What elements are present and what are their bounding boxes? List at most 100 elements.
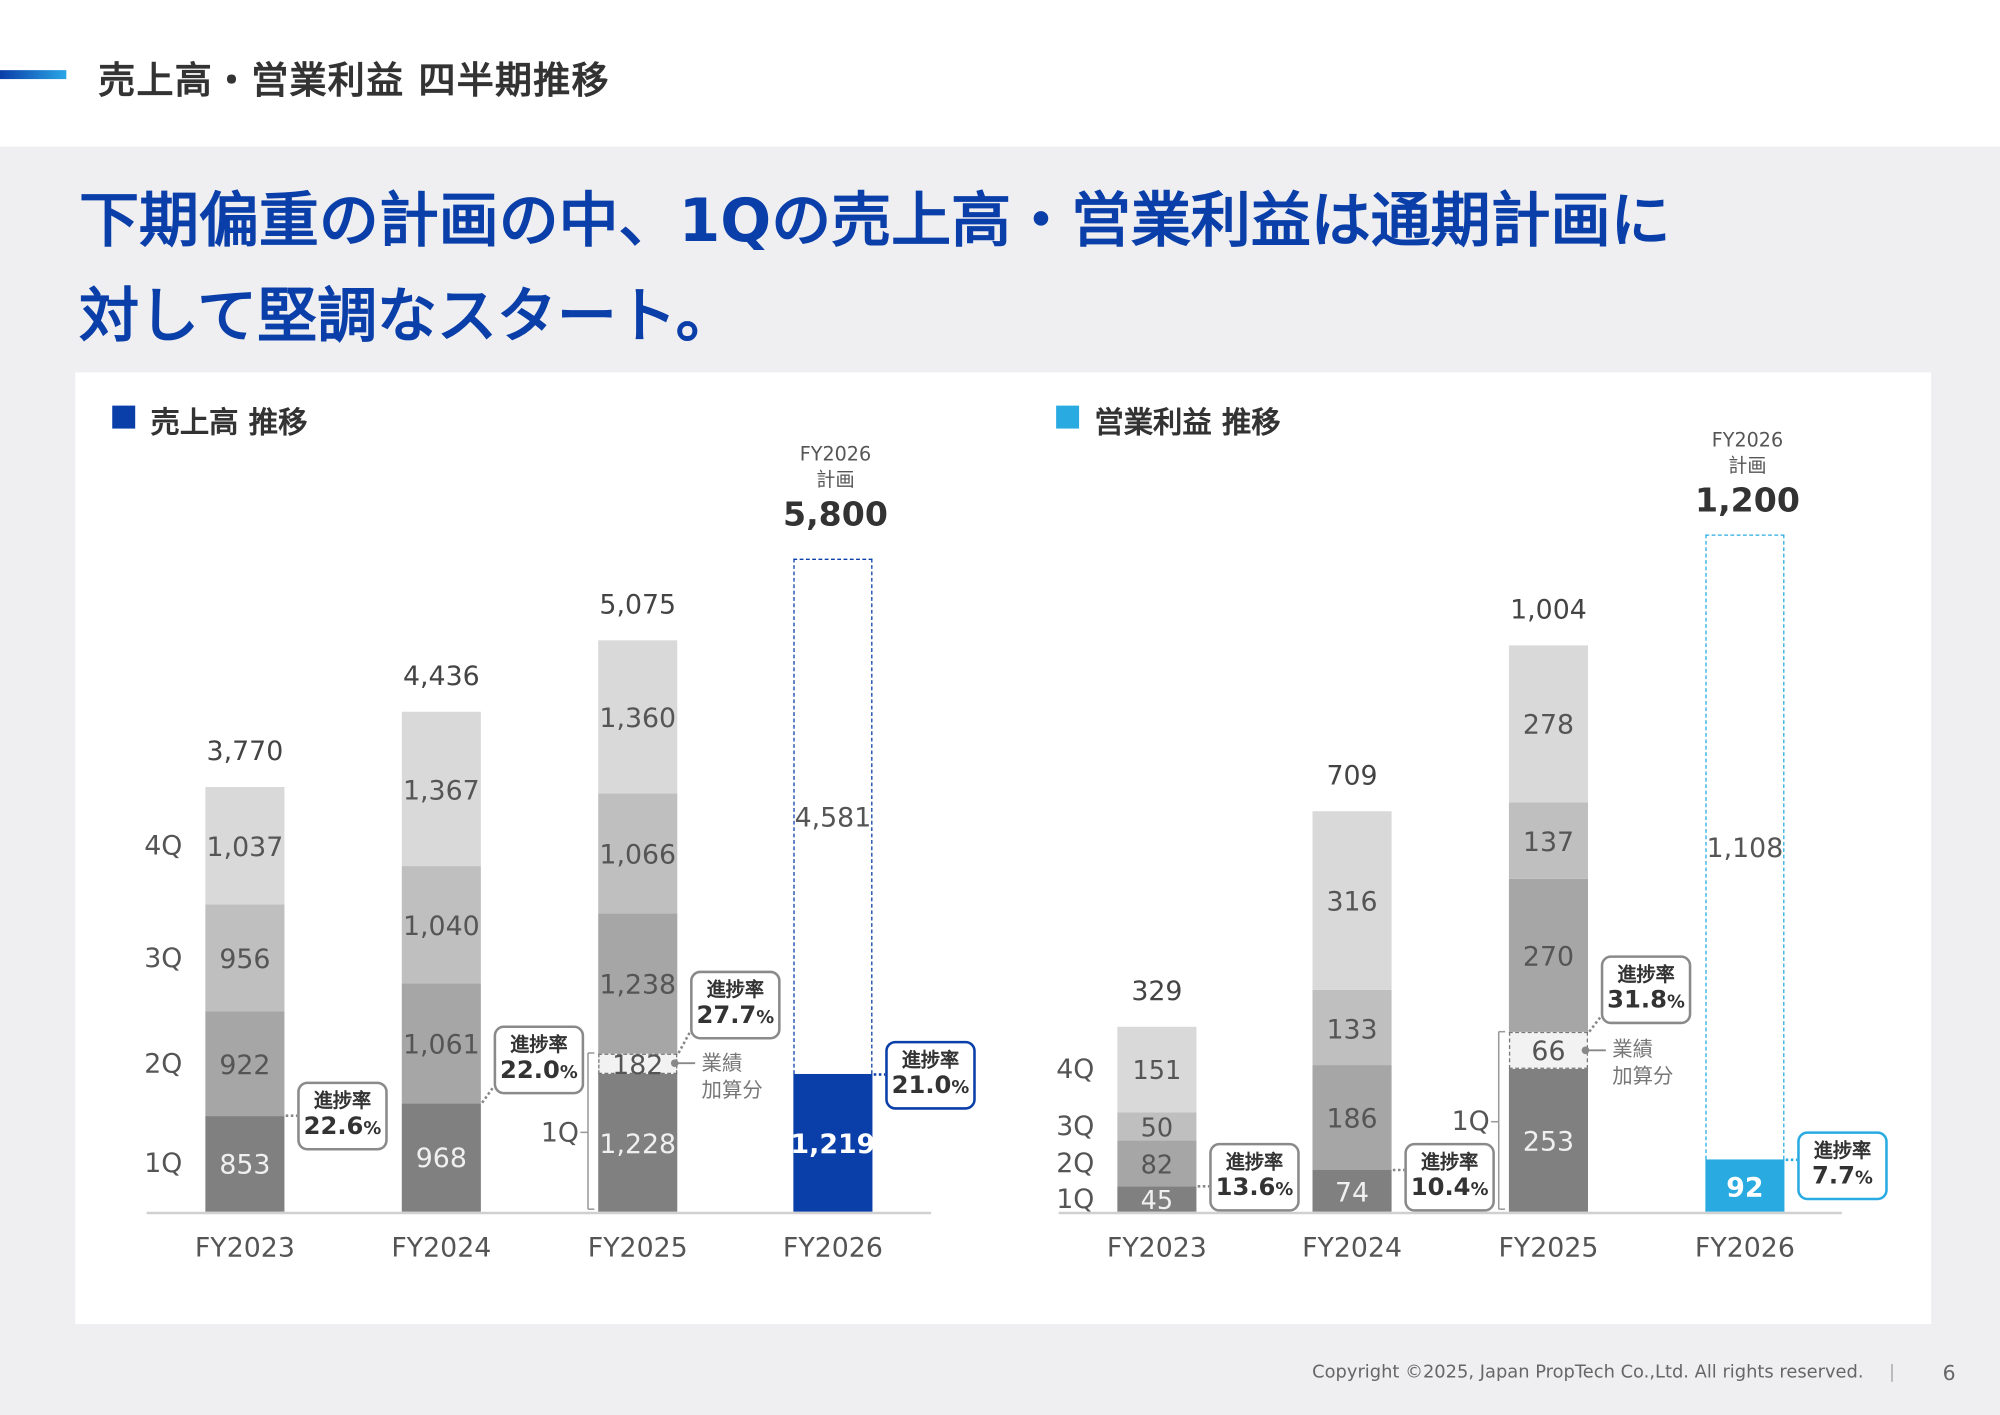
profit-value-label: 151 [1132, 1055, 1182, 1086]
sales-legend-swatch [112, 405, 136, 429]
sales-bar-FY2023-3Q [205, 904, 285, 1012]
profit-plan-label: FY2026 計画 1,200 [1695, 427, 1800, 524]
percent-sign: % [756, 1007, 775, 1029]
profit-value-label: 133 [1326, 1013, 1378, 1045]
page-number: 6 [1942, 1360, 1956, 1386]
progress-label: 進捗率 [313, 1089, 372, 1113]
profit-value-label: 278 [1522, 709, 1575, 741]
profit-value-label: 45 [1140, 1184, 1174, 1216]
sales-bar-FY2024-4Q [401, 712, 481, 867]
sales-value-label: 968 [415, 1143, 467, 1174]
progress-rate: 27.7% [696, 1001, 775, 1030]
progress-rate: 21.0% [891, 1071, 970, 1100]
profit-progress-callout: 進捗率 7.7% [1797, 1131, 1888, 1201]
progress-label: 進捗率 [901, 1048, 960, 1072]
sales-bar-FY2024-1Q [401, 1102, 481, 1212]
progress-rate: 10.4% [1410, 1173, 1489, 1202]
sales-value-label: 1,228 [599, 1128, 677, 1160]
sales-bar-FY2023-2Q [205, 1011, 285, 1116]
profit-value-label: 82 [1140, 1149, 1174, 1180]
chart-panel [75, 372, 1932, 1324]
progress-rate: 31.8% [1607, 985, 1685, 1015]
progress-label: 進捗率 [1225, 1150, 1284, 1174]
sales-chart-title: 売上高 推移 [150, 406, 308, 441]
headline-line-1: 下期偏重の計画の中、1Qの売上高・営業利益は通期計画に [79, 186, 1671, 257]
profit-value-label: 137 [1522, 826, 1575, 858]
progress-rate: 7.7% [1812, 1161, 1873, 1191]
sales-category-label: FY2026 [782, 1232, 883, 1263]
footer-separator: | [1889, 1362, 1896, 1383]
sales-bar-FY2024-2Q [401, 983, 481, 1103]
profit-bar-FY2025-業績加算分 [1508, 1031, 1589, 1069]
sales-addition-note: 業績 加算分 [702, 1049, 763, 1103]
sales-quarter-label-4Q: 4Q [144, 830, 183, 862]
profit-value-label: 66 [1531, 1036, 1566, 1067]
profit-value-label: 186 [1326, 1103, 1378, 1135]
sales-plan-remainder-bar [793, 558, 873, 1075]
addition-note-line: 加算分 [1612, 1064, 1674, 1089]
profit-category-label: FY2024 [1302, 1232, 1403, 1263]
percent-sign: % [1854, 1168, 1873, 1189]
profit-quarter-label-3Q: 3Q [1056, 1110, 1095, 1142]
sales-value-label: 1,238 [599, 969, 677, 1000]
profit-value-label: 50 [1140, 1111, 1174, 1143]
percent-sign: % [559, 1062, 578, 1083]
sales-bar-FY2026-1Q [793, 1074, 873, 1212]
progress-label: 進捗率 [1420, 1150, 1479, 1174]
sales-bracket-label: 1Q [540, 1117, 580, 1148]
profit-bar-FY2023-3Q [1117, 1111, 1197, 1141]
sales-value-label: 1,367 [402, 775, 480, 806]
sales-progress-callout: 進捗率 27.7% [690, 970, 781, 1040]
sales-plan-label: FY2026 計画 5,800 [783, 441, 888, 538]
profit-value-label: 270 [1522, 941, 1575, 973]
profit-progress-callout: 進捗率 31.8% [1600, 955, 1692, 1025]
profit-progress-callout: 進捗率 13.6% [1209, 1142, 1300, 1212]
sales-quarter-label-2Q: 2Q [144, 1048, 183, 1080]
progress-rate: 22.0% [500, 1056, 578, 1085]
sales-value-label: 182 [612, 1049, 664, 1080]
profit-bar-FY2024-2Q [1312, 1064, 1392, 1170]
progress-label: 進捗率 [1617, 963, 1675, 986]
sales-value-label: 853 [219, 1149, 271, 1181]
sales-plan-caption: 計画 [816, 468, 855, 492]
profit-bar-FY2023-2Q [1117, 1140, 1197, 1187]
sales-total-label: 3,770 [206, 736, 284, 768]
sales-quarter-label-1Q: 1Q [144, 1148, 183, 1180]
progress-label: 進捗率 [510, 1033, 568, 1057]
page-title: 売上高・営業利益 四半期推移 [98, 58, 610, 103]
profit-bar-FY2023-1Q [1117, 1186, 1197, 1212]
copyright: Copyright ©2025, Japan PropTech Co.,Ltd.… [1312, 1362, 1864, 1383]
profit-bar-FY2023-4Q [1117, 1026, 1197, 1112]
sales-value-label: 1,061 [402, 1028, 480, 1060]
profit-total-label: 329 [1131, 975, 1183, 1007]
profit-total-label: 1,004 [1510, 594, 1587, 625]
sales-value-label: 1,037 [206, 831, 284, 863]
progress-label: 進捗率 [706, 978, 765, 1002]
percent-sign: % [1275, 1179, 1294, 1201]
progress-label: 進捗率 [1813, 1139, 1872, 1162]
sales-value-label: 922 [219, 1049, 271, 1081]
sales-value-label: 1,066 [599, 839, 677, 871]
profit-plan-remainder-label: 1,108 [1706, 833, 1784, 864]
sales-value-label: 956 [219, 944, 271, 975]
sales-bar-FY2024-3Q [401, 866, 481, 984]
profit-category-label: FY2023 [1106, 1232, 1207, 1263]
sales-bar-FY2025-4Q [598, 640, 678, 794]
sales-value-label: 1,360 [599, 702, 677, 734]
profit-legend-swatch [1056, 405, 1080, 429]
sales-plan-year: FY2026 [799, 442, 872, 466]
profit-bar-FY2026-1Q [1705, 1159, 1785, 1212]
accent-bar [0, 70, 67, 80]
profit-value-label: 316 [1326, 886, 1378, 918]
sales-progress-callout: 進捗率 22.0% [493, 1025, 585, 1095]
profit-quarter-label-4Q: 4Q [1056, 1053, 1095, 1085]
percent-sign: % [1470, 1179, 1489, 1201]
profit-bar-FY2024-3Q [1312, 989, 1392, 1065]
profit-bar-FY2025-3Q [1508, 801, 1589, 880]
profit-value-label: 253 [1522, 1126, 1575, 1157]
headline: 下期偏重の計画の中、1Qの売上高・営業利益は通期計画に 対して堅調なスタート。 [79, 173, 1670, 364]
profit-plan-year: FY2026 [1711, 428, 1784, 452]
profit-value-label: 92 [1726, 1171, 1764, 1203]
sales-category-label: FY2024 [391, 1232, 492, 1263]
